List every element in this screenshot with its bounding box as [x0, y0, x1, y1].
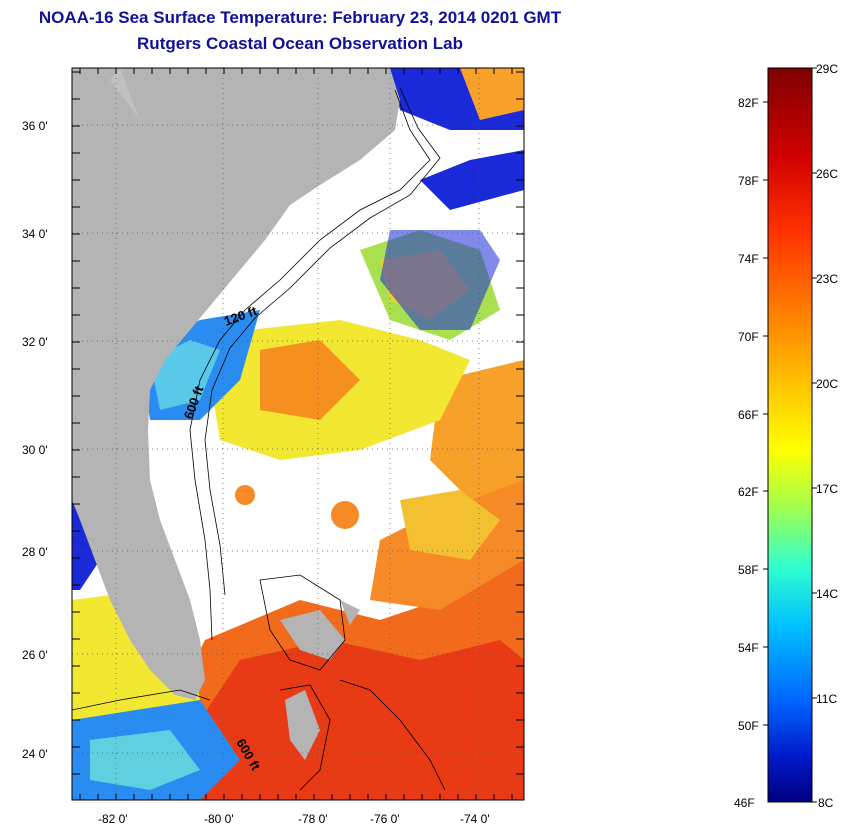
- colorbar-c-label: 23C: [816, 272, 839, 286]
- lat-label: 24 0': [22, 747, 48, 761]
- colorbar-c-label: 8C: [818, 796, 834, 810]
- colorbar-f-label: 62F: [738, 485, 759, 499]
- colorbar-f-label: 50F: [738, 719, 759, 733]
- colorbar-c-label: 11C: [816, 692, 838, 706]
- map-subtitle: Rutgers Coastal Ocean Observation Lab: [137, 34, 463, 53]
- latitude-labels: 36 0' 34 0' 32 0' 30 0' 28 0' 26 0' 24 0…: [22, 119, 48, 761]
- colorbar-f-label: 74F: [738, 252, 759, 266]
- sst-field: [72, 68, 524, 800]
- lat-label: 34 0': [22, 227, 48, 241]
- colorbar-f-label: 66F: [738, 408, 759, 422]
- colorbar-f-label: 58F: [738, 563, 759, 577]
- colorbar-f-label: 78F: [738, 174, 759, 188]
- lon-label: -76 0': [370, 812, 400, 826]
- lon-label: -78 0': [298, 812, 328, 826]
- colorbar-c-label: 26C: [816, 167, 839, 181]
- lon-label: -80 0': [204, 812, 234, 826]
- axis-ticks: [72, 68, 524, 800]
- colorbar-f-label: 46F: [734, 796, 755, 810]
- colorbar-f-label: 82F: [738, 96, 759, 110]
- colorbar-f-label: 54F: [738, 641, 759, 655]
- lat-label: 28 0': [22, 545, 48, 559]
- colorbar-f-label: 70F: [738, 330, 759, 344]
- lat-label: 32 0': [22, 335, 48, 349]
- colorbar-c-label: 20C: [816, 377, 839, 391]
- map-title: NOAA-16 Sea Surface Temperature: Februar…: [38, 8, 562, 27]
- map-frame: [71, 67, 525, 801]
- colorbar-c-label: 14C: [816, 587, 839, 601]
- colorbar: [767, 67, 813, 803]
- lon-label: -82 0': [98, 812, 128, 826]
- lat-label: 26 0': [22, 648, 48, 662]
- lat-label: 36 0': [22, 119, 48, 133]
- colorbar-c-label: 29C: [816, 62, 839, 76]
- landmass: [72, 68, 400, 760]
- lon-label: -74 0': [460, 812, 490, 826]
- colorbar-c-label: 17C: [816, 482, 839, 496]
- colorbar-ticks: [763, 67, 817, 803]
- depth-contours: [72, 87, 446, 791]
- longitude-labels: -82 0' -80 0' -78 0' -76 0' -74 0': [98, 812, 490, 826]
- graticule: [72, 68, 524, 800]
- lat-label: 30 0': [22, 443, 48, 457]
